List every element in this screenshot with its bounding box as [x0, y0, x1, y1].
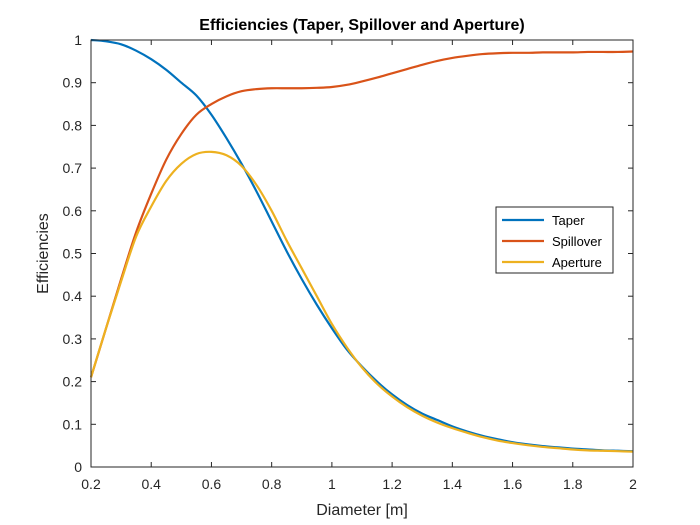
y-tick-label: 0.5 [63, 246, 83, 262]
x-tick-label: 0.8 [262, 476, 282, 492]
x-tick-label: 1.8 [563, 476, 583, 492]
y-tick-label: 0.9 [63, 75, 83, 91]
y-tick-label: 0.6 [63, 203, 83, 219]
series-line-aperture [89, 150, 634, 453]
y-axis-label: Efficiencies [35, 213, 52, 294]
chart-title: Efficiencies (Taper, Spillover and Apert… [199, 17, 524, 34]
x-tick-label: 1.2 [382, 476, 402, 492]
x-tick-label: 1.6 [503, 476, 523, 492]
x-tick-label: 0.4 [141, 476, 161, 492]
x-tick-label: 0.6 [202, 476, 222, 492]
legend-label-aperture: Aperture [552, 255, 602, 270]
y-tick-label: 0.4 [63, 288, 83, 304]
series-line-spillover [89, 50, 634, 378]
x-tick-label: 2 [629, 476, 637, 492]
legend-label-taper: Taper [552, 213, 585, 228]
y-tick-label: 1 [74, 32, 82, 48]
axes-box [90, 39, 634, 468]
legend-label-spillover: Spillover [552, 234, 603, 249]
series-layer [89, 38, 634, 453]
y-tick-label: 0.8 [63, 117, 83, 133]
legend: Taper Spillover Aperture [495, 206, 614, 274]
axis-ticks: 0.2 0.4 0.6 0.8 1 1.2 1.4 1.6 1.8 2 0 0.1 0.2 0.3 0.4 0… [63, 32, 638, 492]
y-tick-label: 0 [74, 459, 82, 475]
y-tick-label: 0.2 [63, 374, 83, 390]
x-tick-label: 1 [328, 476, 336, 492]
y-tick-label: 0.7 [63, 160, 83, 176]
x-tick-label: 1.4 [443, 476, 463, 492]
y-tick-label: 0.3 [63, 331, 83, 347]
x-axis-label: Diameter [m] [316, 502, 408, 519]
y-tick-label: 0.1 [63, 416, 83, 432]
x-tick-label: 0.2 [81, 476, 101, 492]
